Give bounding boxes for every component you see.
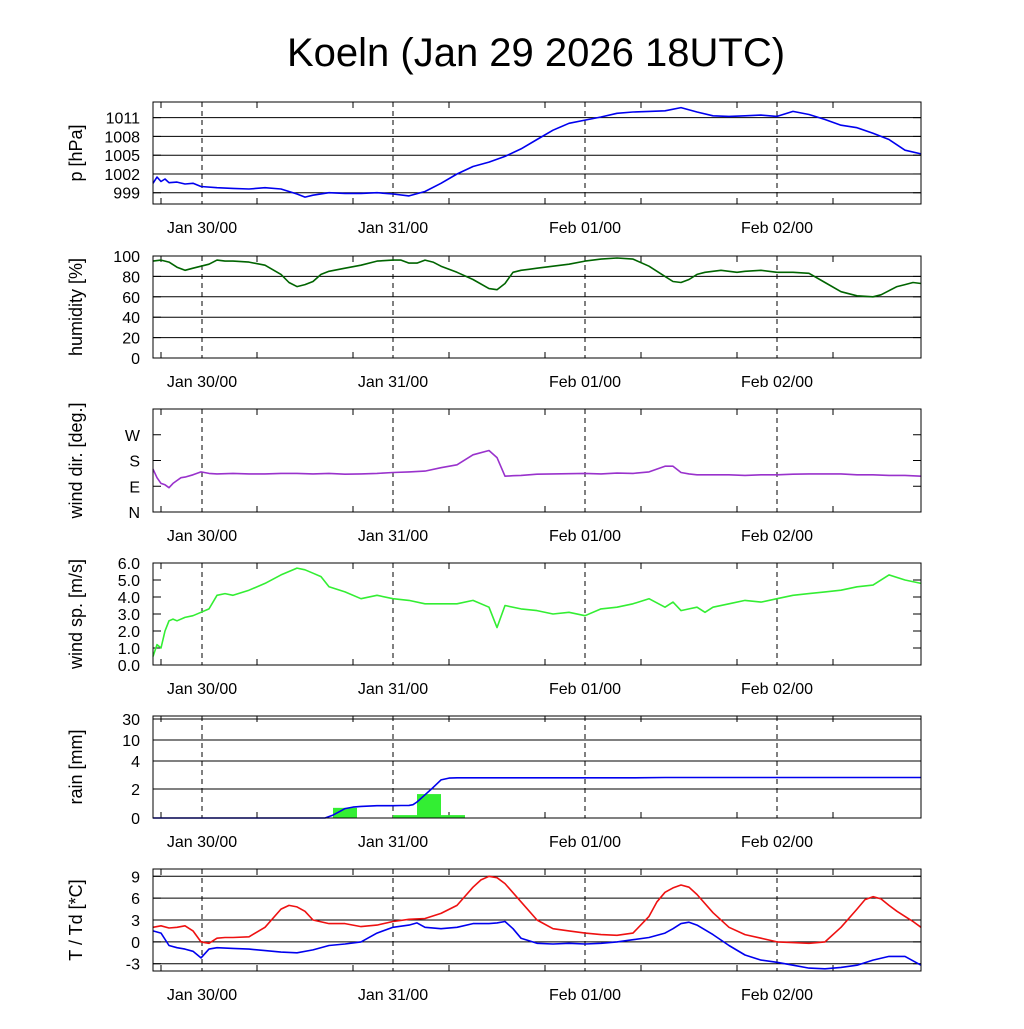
rain-xtick-label: Jan 30/00	[167, 834, 237, 851]
wind_speed-series-line	[152, 567, 922, 657]
temperature_dewpoint-ytick-label: 0	[131, 935, 140, 952]
rain-ylabel: rain [mm]	[66, 729, 86, 804]
humidity-frame	[152, 255, 922, 359]
rain-xtick-label: Jan 31/00	[358, 834, 428, 851]
rain-bar	[333, 807, 357, 818]
temperature_dewpoint-frame	[152, 868, 922, 972]
wind_speed-ytick-label: 1.0	[118, 641, 140, 658]
temperature_dewpoint-xtick-label: Jan 30/00	[167, 987, 237, 1004]
temperature_dewpoint-ytick-label: 6	[131, 891, 140, 908]
pressure-ytick-label: 1008	[104, 129, 140, 146]
pressure-xtick-label: Feb 01/00	[549, 220, 621, 237]
pressure-xtick-label: Feb 02/00	[741, 220, 813, 237]
rain-bar	[441, 815, 465, 818]
wind_speed-ytick-label: 4.0	[118, 590, 140, 607]
wind_speed-ytick-label: 3.0	[118, 607, 140, 624]
wind_speed-xtick-label: Feb 02/00	[741, 681, 813, 698]
wind_speed-ytick-label: 2.0	[118, 624, 140, 641]
rain-ytick-label: 0	[131, 811, 140, 828]
wind_direction-series-line	[152, 449, 922, 489]
rain-bar	[393, 815, 417, 818]
wind_direction-xtick-label: Feb 02/00	[741, 528, 813, 545]
temperature_dewpoint-ytick-label: -3	[126, 957, 140, 974]
pressure-series-line	[152, 106, 922, 198]
wind_direction-frame	[152, 408, 922, 513]
wind_speed-ylabel: wind sp. [m/s]	[66, 559, 86, 670]
humidity-ytick-label: 20	[122, 331, 140, 348]
humidity-ytick-label: 80	[122, 269, 140, 286]
pressure-ytick-label: 1011	[106, 111, 141, 128]
chart-title: Koeln (Jan 29 2026 18UTC)	[287, 31, 785, 75]
rain-xtick-label: Feb 01/00	[549, 834, 621, 851]
humidity-xtick-label: Jan 31/00	[358, 374, 428, 391]
humidity-xtick-label: Jan 30/00	[167, 374, 237, 391]
wind_speed-xtick-label: Jan 31/00	[358, 681, 428, 698]
humidity-xtick-label: Feb 01/00	[549, 374, 621, 391]
rain-frame	[152, 715, 922, 819]
humidity-ylabel: humidity [%]	[66, 258, 86, 356]
wind_direction-ylabel: wind dir. [deg.]	[66, 402, 86, 519]
humidity-series-line	[152, 257, 922, 298]
temperature_dewpoint-ytick-label: 3	[131, 913, 140, 930]
wind_direction-xtick-label: Jan 30/00	[167, 528, 237, 545]
pressure-ylabel: p [hPa]	[66, 124, 86, 181]
wind_direction-xtick-label: Jan 31/00	[358, 528, 428, 545]
wind_direction-ytick-label: N	[128, 505, 140, 522]
wind_speed-xtick-label: Feb 01/00	[549, 681, 621, 698]
humidity-xtick-label: Feb 02/00	[741, 374, 813, 391]
humidity-ytick-label: 40	[122, 310, 140, 327]
pressure-xtick-label: Jan 31/00	[358, 220, 428, 237]
rain-series-line-cumulative	[153, 776, 921, 819]
rain-ytick-label: 2	[131, 782, 140, 799]
pressure-ytick-label: 1005	[104, 148, 140, 165]
wind_direction-ytick-label: S	[129, 454, 140, 471]
wind_direction-ytick-label: E	[129, 479, 140, 496]
temperature_dewpoint-xtick-label: Jan 31/00	[358, 987, 428, 1004]
pressure-xtick-label: Jan 30/00	[167, 220, 237, 237]
wind_speed-ytick-label: 0.0	[118, 658, 140, 675]
rain-xtick-label: Feb 02/00	[741, 834, 813, 851]
pressure-ytick-label: 999	[113, 186, 140, 203]
temperature_dewpoint-ytick-label: 9	[131, 869, 140, 886]
pressure-frame	[152, 101, 922, 205]
temperature_dewpoint-xtick-label: Feb 01/00	[549, 987, 621, 1004]
temperature_dewpoint-xtick-label: Feb 02/00	[741, 987, 813, 1004]
wind_direction-ytick-label: W	[125, 428, 141, 445]
wind_speed-xtick-label: Jan 30/00	[167, 681, 237, 698]
rain-ytick-label: 4	[131, 754, 140, 771]
wind_direction-xtick-label: Feb 01/00	[549, 528, 621, 545]
rain-ytick-label: 10	[122, 733, 140, 750]
wind_speed-ytick-label: 5.0	[118, 573, 140, 590]
temperature_dewpoint-series-line-td	[152, 920, 922, 970]
wind_speed-frame	[152, 562, 922, 666]
humidity-ytick-label: 60	[122, 290, 140, 307]
humidity-ytick-label: 0	[131, 351, 140, 368]
rain-bar	[417, 794, 441, 818]
humidity-ytick-label: 100	[113, 249, 140, 266]
pressure-ytick-label: 1002	[104, 167, 140, 184]
temperature_dewpoint-ylabel: T / Td [*C]	[66, 879, 86, 960]
wind_speed-ytick-label: 6.0	[118, 556, 140, 573]
rain-ytick-label: 30	[122, 712, 140, 729]
temperature_dewpoint-series-line-t	[152, 875, 922, 945]
